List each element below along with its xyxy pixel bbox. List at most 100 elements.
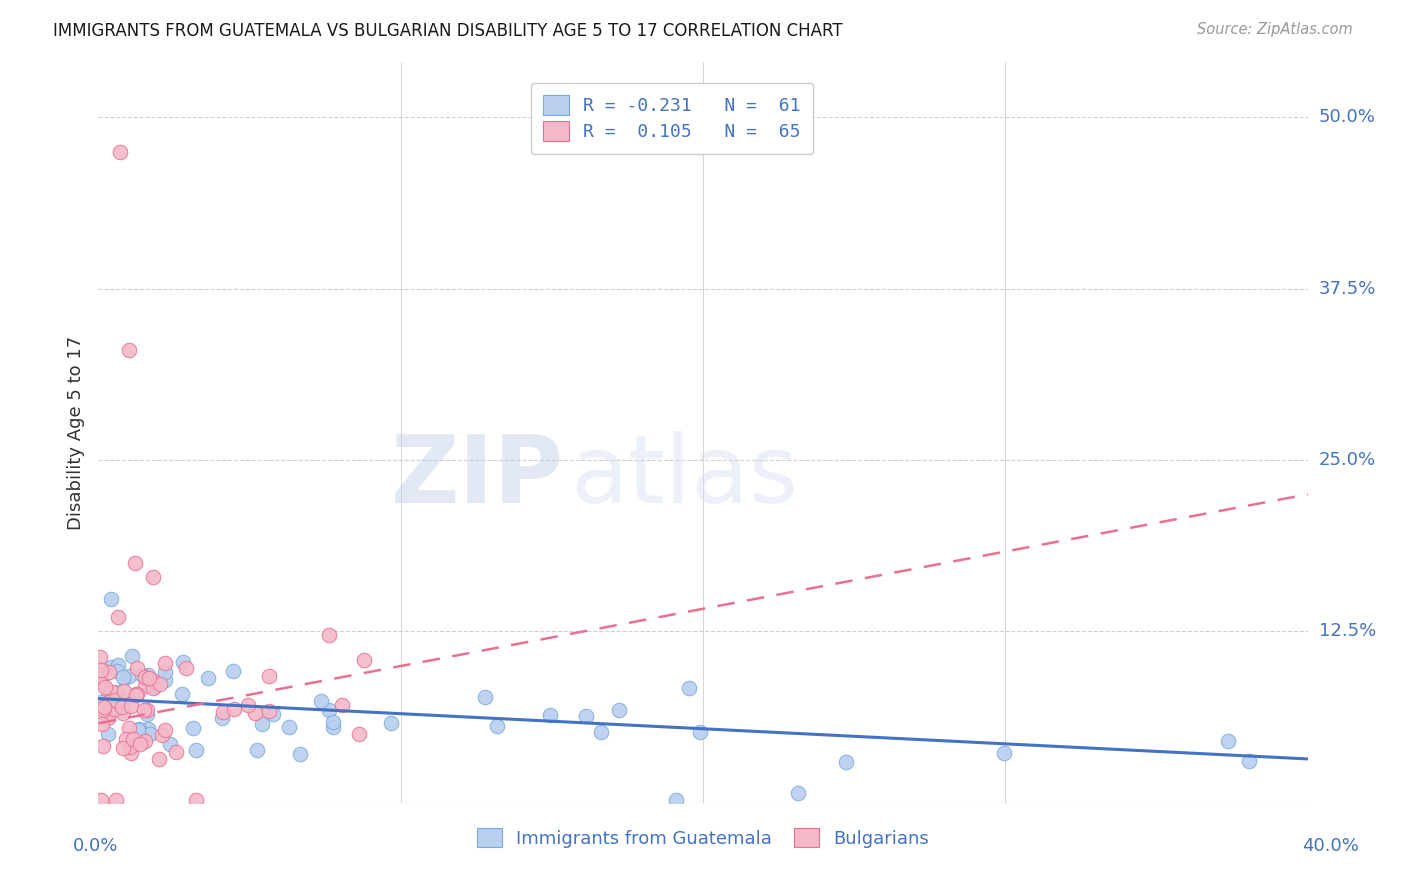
Point (100, 591, 122, 606)
Point (138, 671, 160, 685)
Point (474, 690, 496, 705)
Point (153, 723, 176, 738)
Point (318, 703, 340, 717)
Point (89, 669, 111, 683)
Point (165, 746, 187, 760)
Point (131, 667, 153, 681)
Point (128, 738, 150, 752)
Point (125, 687, 148, 701)
Point (212, 705, 235, 719)
Point (197, 671, 219, 685)
Text: IMMIGRANTS FROM GUATEMALA VS BULGARIAN DISABILITY AGE 5 TO 17 CORRELATION CHART: IMMIGRANTS FROM GUATEMALA VS BULGARIAN D… (53, 22, 844, 40)
Point (211, 711, 233, 725)
Point (153, 665, 176, 679)
Point (112, 670, 135, 684)
Point (125, 661, 148, 675)
Point (115, 732, 138, 747)
Point (104, 693, 127, 707)
Point (90, 695, 112, 709)
Point (689, 725, 711, 739)
Point (224, 701, 246, 715)
Point (159, 737, 181, 751)
Point (98, 706, 121, 720)
Legend: Immigrants from Guatemala, Bulgarians: Immigrants from Guatemala, Bulgarians (468, 819, 938, 856)
Point (353, 653, 375, 667)
Point (139, 726, 162, 740)
Point (332, 698, 354, 713)
Point (89, 674, 111, 689)
Point (1237, 754, 1260, 768)
Point (143, 681, 166, 695)
Point (149, 677, 172, 691)
Point (141, 673, 163, 687)
Point (222, 664, 245, 678)
Point (322, 714, 344, 729)
Point (246, 743, 269, 757)
Point (107, 658, 129, 673)
Point (112, 671, 135, 685)
Point (1216, 733, 1239, 747)
Text: 40.0%: 40.0% (1302, 837, 1358, 855)
Point (112, 684, 135, 698)
Point (105, 685, 128, 699)
Point (90, 699, 112, 714)
Point (103, 702, 125, 716)
Point (150, 728, 173, 742)
Point (127, 723, 149, 737)
Text: 0.0%: 0.0% (73, 837, 118, 855)
Point (538, 708, 561, 723)
Point (98, 696, 121, 710)
Point (278, 720, 301, 734)
Point (125, 688, 148, 702)
Point (121, 649, 143, 664)
Point (134, 670, 156, 684)
Point (172, 687, 194, 701)
Point (89, 667, 111, 681)
Point (111, 699, 134, 714)
Text: atlas: atlas (569, 431, 799, 523)
Point (250, 716, 273, 731)
Point (148, 752, 170, 766)
Point (678, 681, 700, 696)
Point (97, 690, 120, 704)
Point (135, 703, 157, 717)
Point (89, 650, 111, 665)
Point (97, 711, 120, 725)
Point (112, 693, 135, 707)
Point (153, 656, 176, 670)
Point (94, 680, 117, 694)
Point (288, 747, 311, 762)
Point (349, 727, 371, 741)
Point (125, 687, 148, 701)
Point (607, 703, 630, 717)
Point (118, 669, 141, 683)
Text: 12.5%: 12.5% (1319, 623, 1376, 640)
Point (124, 556, 146, 570)
Point (90, 663, 112, 677)
Point (105, 665, 128, 679)
Point (108, 145, 131, 159)
Point (91, 739, 114, 753)
Point (309, 693, 332, 707)
Point (589, 724, 612, 739)
Text: Source: ZipAtlas.com: Source: ZipAtlas.com (1197, 22, 1353, 37)
Point (91, 717, 114, 731)
Point (97, 665, 120, 679)
Point (181, 721, 204, 735)
Point (134, 734, 156, 748)
Point (172, 656, 194, 670)
Point (380, 715, 402, 730)
Point (142, 569, 165, 583)
Point (120, 699, 142, 714)
Point (575, 708, 598, 723)
Point (136, 722, 159, 736)
Point (111, 706, 134, 720)
Point (322, 720, 344, 734)
Point (318, 628, 340, 642)
Point (664, 793, 686, 807)
Point (184, 743, 207, 757)
Point (100, 660, 122, 674)
Point (186, 793, 208, 807)
Point (134, 679, 156, 693)
Point (136, 707, 159, 722)
